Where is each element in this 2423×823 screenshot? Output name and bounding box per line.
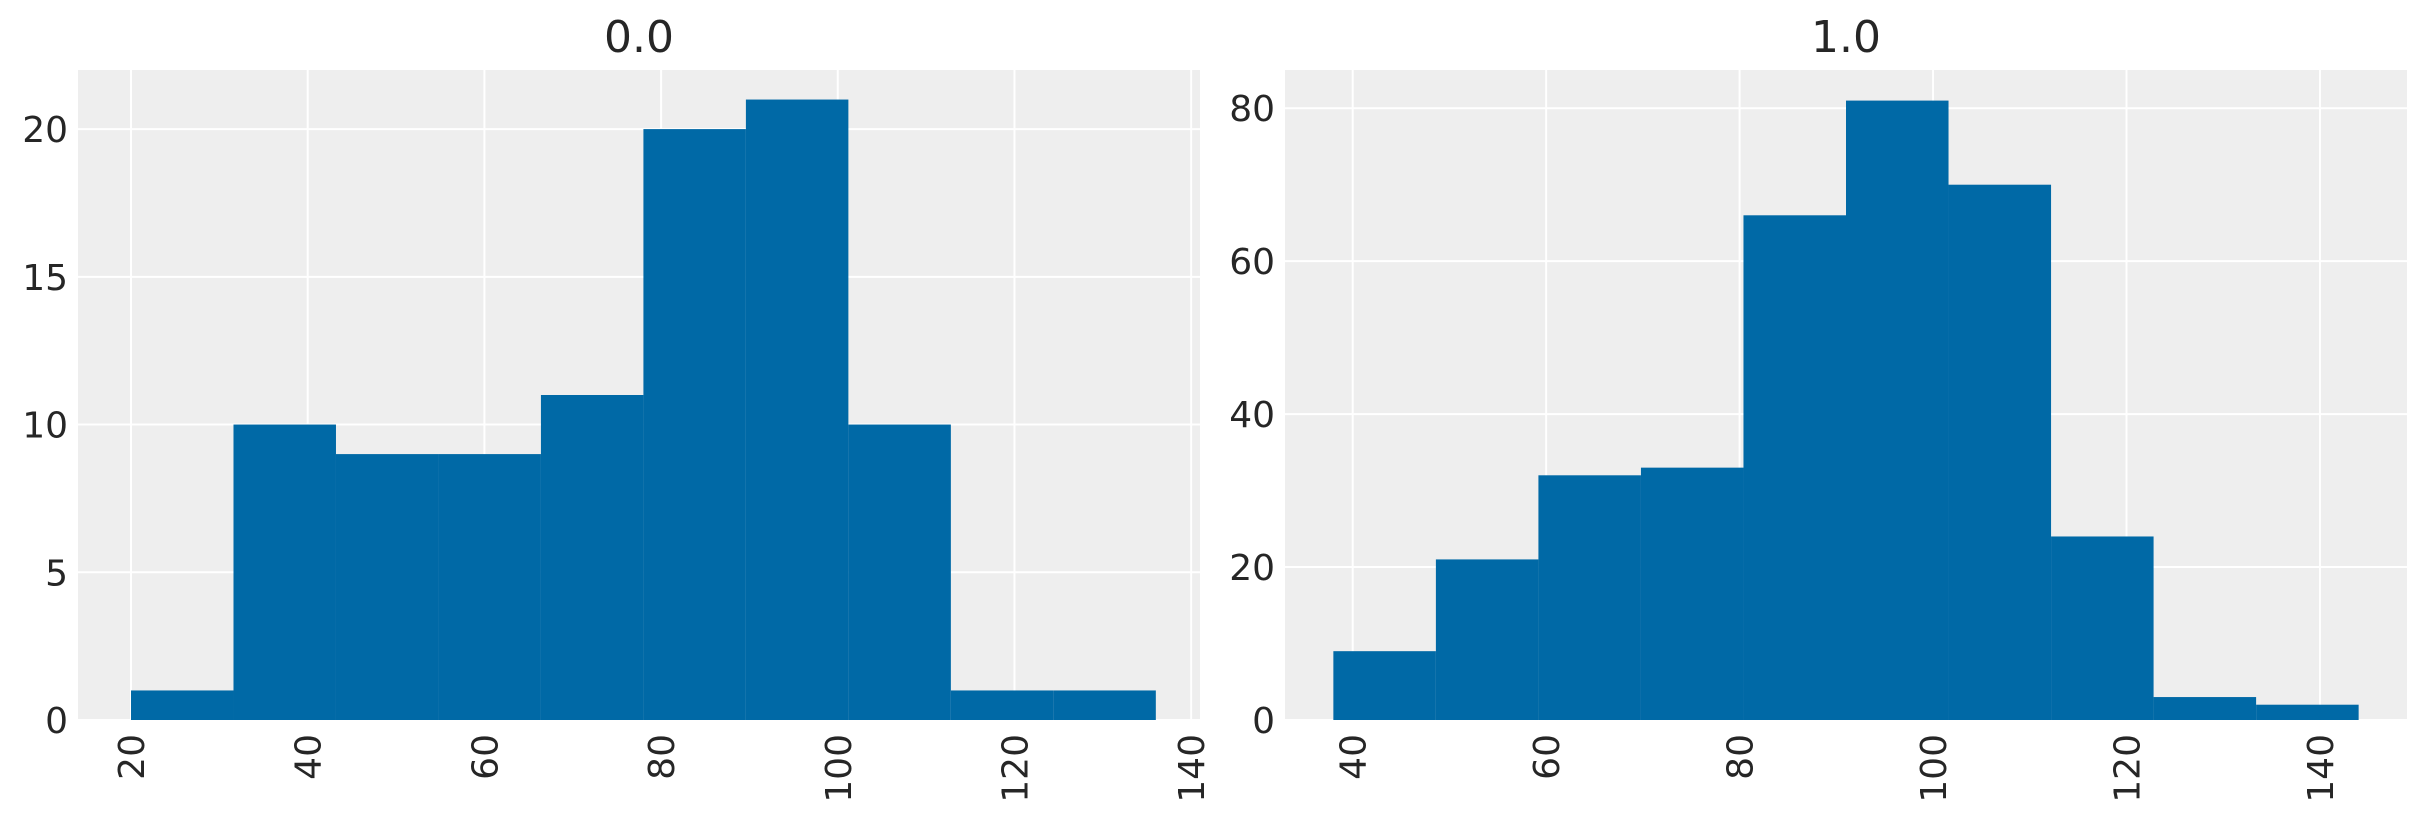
x-tick-label: 120 (995, 734, 1036, 803)
histogram-bar (131, 690, 234, 720)
x-tick-label: 100 (1914, 734, 1955, 803)
x-tick-label: 60 (1527, 734, 1568, 780)
histogram-bar (1846, 100, 1949, 720)
histogram-bar (1053, 690, 1156, 720)
x-tick-label: 80 (1721, 734, 1762, 780)
y-tick-label: 20 (1229, 548, 1275, 589)
y-tick-label: 10 (22, 406, 68, 447)
x-tick-label: 80 (642, 734, 683, 780)
y-tick-label: 80 (1229, 89, 1275, 130)
x-tick-label: 100 (819, 734, 860, 803)
histogram-bar (2051, 536, 2154, 720)
panel-title: 1.0 (1811, 12, 1881, 63)
histogram-bar (1640, 467, 1744, 720)
x-tick-label: 60 (465, 734, 506, 780)
histogram-bar (2153, 697, 2257, 720)
y-tick-label: 0 (1252, 701, 1275, 742)
x-tick-label: 120 (2108, 734, 2149, 803)
x-tick-label: 140 (2301, 734, 2342, 803)
histogram-bar (950, 690, 1054, 720)
histogram-bar (1743, 215, 1846, 720)
histogram-bar (335, 454, 439, 720)
histogram-bar (540, 395, 644, 720)
panel-title: 0.0 (604, 12, 674, 63)
y-tick-label: 60 (1229, 242, 1275, 283)
histogram-bar (1538, 475, 1641, 720)
x-tick-label: 140 (1172, 734, 1213, 803)
histogram-panel-1: 1.0 0 20 40 60 80 40 60 80 100 120 140 (1229, 12, 2407, 803)
histogram-bar (848, 424, 951, 720)
histogram-bar (438, 454, 541, 720)
histogram-bar (1948, 184, 2052, 721)
histogram-bar (745, 99, 849, 720)
histogram-bar (2256, 704, 2359, 720)
histogram-panel-0: 0.0 0 5 10 15 20 20 40 60 80 100 120 140 (22, 12, 1213, 803)
histogram-bar (1435, 559, 1539, 720)
y-tick-label: 20 (22, 110, 68, 151)
histogram-bar (1333, 651, 1436, 720)
y-tick-label: 15 (22, 258, 68, 299)
y-tick-label: 5 (45, 553, 68, 594)
histogram-bar (233, 424, 336, 720)
x-tick-label: 40 (289, 734, 330, 780)
x-tick-label: 20 (112, 734, 153, 780)
x-tick-label: 40 (1334, 734, 1375, 780)
histogram-bar (643, 129, 746, 720)
y-tick-label: 40 (1229, 395, 1275, 436)
y-tick-label: 0 (45, 701, 68, 742)
